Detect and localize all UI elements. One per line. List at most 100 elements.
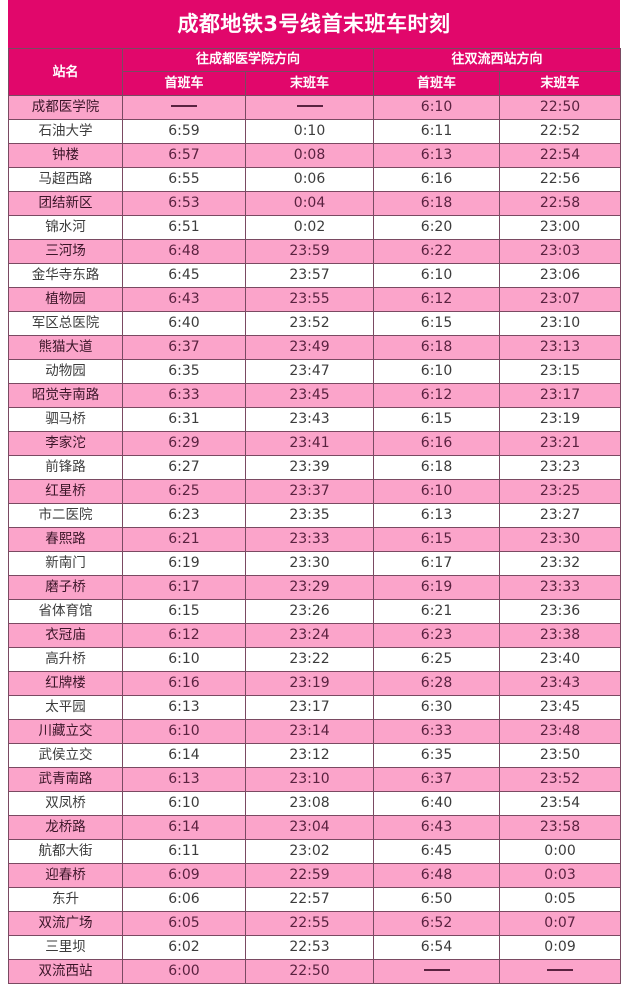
cell-a-last-train: 23:14	[244, 719, 375, 744]
header-row-bottom: 首班车 末班车 首班车 末班车	[9, 71, 622, 96]
cell-station-name: 新南门	[8, 551, 123, 576]
cell-station-name: 太平园	[8, 695, 123, 720]
cell-b-last-train: 23:13	[499, 335, 622, 360]
cell-a-first-train: 6:11	[122, 839, 246, 864]
cell-a-last-train: 0:02	[244, 215, 375, 240]
cell-b-last-train	[499, 959, 622, 984]
cell-station-name: 钟楼	[8, 143, 123, 168]
cell-station-name: 红星桥	[8, 479, 123, 504]
cell-b-first-train: 6:37	[373, 767, 501, 792]
cell-station-name: 团结新区	[8, 191, 123, 216]
cell-a-first-train: 6:55	[122, 167, 246, 192]
cell-a-first-train: 6:48	[122, 239, 246, 264]
table-row: 植物园 6:43 23:55 6:12 23:07	[8, 287, 622, 312]
table-row: 航都大街 6:11 23:02 6:45 0:00	[8, 839, 622, 864]
table-row: 钟楼 6:57 0:08 6:13 22:54	[8, 143, 622, 168]
cell-station-name: 武侯立交	[8, 743, 123, 768]
cell-b-last-train: 23:45	[499, 695, 622, 720]
cell-a-last-train: 0:06	[244, 167, 375, 192]
cell-b-first-train: 6:35	[373, 743, 501, 768]
table-row: 红牌楼 6:16 23:19 6:28 23:43	[8, 671, 622, 696]
cell-b-first-train: 6:33	[373, 719, 501, 744]
table-row: 团结新区 6:53 0:04 6:18 22:58	[8, 191, 622, 216]
cell-a-last-train: 23:59	[244, 239, 375, 264]
cell-a-last-train: 23:19	[244, 671, 375, 696]
cell-a-last-train: 23:08	[244, 791, 375, 816]
table-row: 新南门 6:19 23:30 6:17 23:32	[8, 551, 622, 576]
cell-station-name: 锦水河	[8, 215, 123, 240]
cell-b-last-train: 23:06	[499, 263, 622, 288]
cell-a-first-train: 6:02	[122, 935, 246, 960]
cell-a-first-train: 6:23	[122, 503, 246, 528]
cell-b-first-train: 6:12	[373, 287, 501, 312]
cell-b-last-train: 23:52	[499, 767, 622, 792]
cell-a-last-train: 23:02	[244, 839, 375, 864]
cell-station-name: 迎春桥	[8, 863, 123, 888]
cell-a-first-train: 6:12	[122, 623, 246, 648]
cell-station-name: 衣冠庙	[8, 623, 123, 648]
table-row: 省体育馆 6:15 23:26 6:21 23:36	[8, 599, 622, 624]
cell-station-name: 双流广场	[8, 911, 123, 936]
cell-a-last-train: 23:22	[244, 647, 375, 672]
table-row: 衣冠庙 6:12 23:24 6:23 23:38	[8, 623, 622, 648]
table-row: 东升 6:06 22:57 6:50 0:05	[8, 887, 622, 912]
cell-b-last-train: 0:09	[499, 935, 622, 960]
cell-a-first-train: 6:09	[122, 863, 246, 888]
cell-a-first-train: 6:16	[122, 671, 246, 696]
cell-station-name: 军区总医院	[8, 311, 123, 336]
cell-b-first-train: 6:10	[373, 95, 501, 120]
cell-b-last-train: 23:10	[499, 311, 622, 336]
table-row: 双流西站 6:00 22:50	[8, 959, 622, 984]
cell-b-last-train: 23:23	[499, 455, 622, 480]
table-row: 动物园 6:35 23:47 6:10 23:15	[8, 359, 622, 384]
cell-b-last-train: 22:54	[499, 143, 622, 168]
cell-b-first-train: 6:45	[373, 839, 501, 864]
column-header-direction-a: 往成都医学院方向	[121, 48, 375, 72]
title-banner: 成都地铁3号线首末班车时刻	[8, 0, 620, 48]
cell-a-last-train: 23:29	[244, 575, 375, 600]
cell-a-first-train: 6:10	[122, 719, 246, 744]
cell-a-first-train	[122, 95, 246, 120]
cell-b-first-train: 6:17	[373, 551, 501, 576]
cell-station-name: 动物园	[8, 359, 123, 384]
cell-station-name: 川藏立交	[8, 719, 123, 744]
cell-a-first-train: 6:21	[122, 527, 246, 552]
cell-a-last-train: 23:33	[244, 527, 375, 552]
cell-station-name: 东升	[8, 887, 123, 912]
cell-b-first-train: 6:15	[373, 527, 501, 552]
cell-b-first-train: 6:19	[373, 575, 501, 600]
cell-b-first-train: 6:52	[373, 911, 501, 936]
cell-a-first-train: 6:06	[122, 887, 246, 912]
cell-a-last-train: 23:57	[244, 263, 375, 288]
cell-a-last-train: 23:43	[244, 407, 375, 432]
cell-b-last-train: 23:33	[499, 575, 622, 600]
cell-a-first-train: 6:45	[122, 263, 246, 288]
cell-b-first-train: 6:12	[373, 383, 501, 408]
cell-b-first-train: 6:48	[373, 863, 501, 888]
cell-station-name: 市二医院	[8, 503, 123, 528]
cell-b-last-train: 23:32	[499, 551, 622, 576]
cell-b-last-train: 23:30	[499, 527, 622, 552]
cell-station-name: 植物园	[8, 287, 123, 312]
cell-b-last-train: 23:15	[499, 359, 622, 384]
cell-a-first-train: 6:17	[122, 575, 246, 600]
table-row: 磨子桥 6:17 23:29 6:19 23:33	[8, 575, 622, 600]
table-row: 太平园 6:13 23:17 6:30 23:45	[8, 695, 622, 720]
cell-station-name: 双凤桥	[8, 791, 123, 816]
cell-station-name: 石油大学	[8, 119, 123, 144]
cell-b-first-train: 6:40	[373, 791, 501, 816]
cell-b-last-train: 23:17	[499, 383, 622, 408]
cell-a-first-train: 6:37	[122, 335, 246, 360]
cell-b-last-train: 23:03	[499, 239, 622, 264]
cell-a-first-train: 6:43	[122, 287, 246, 312]
table-body: 成都医学院 6:10 22:50 石油大学 6:59 0:10 6:11 22:52 钟楼 6:5…	[8, 95, 622, 984]
cell-b-first-train: 6:54	[373, 935, 501, 960]
cell-b-first-train: 6:18	[373, 455, 501, 480]
cell-a-first-train: 6:05	[122, 911, 246, 936]
no-service-dash-icon	[171, 105, 197, 107]
cell-a-first-train: 6:59	[122, 119, 246, 144]
cell-a-first-train: 6:27	[122, 455, 246, 480]
cell-station-name: 金华寺东路	[8, 263, 123, 288]
cell-b-first-train	[373, 959, 501, 984]
cell-a-first-train: 6:31	[122, 407, 246, 432]
